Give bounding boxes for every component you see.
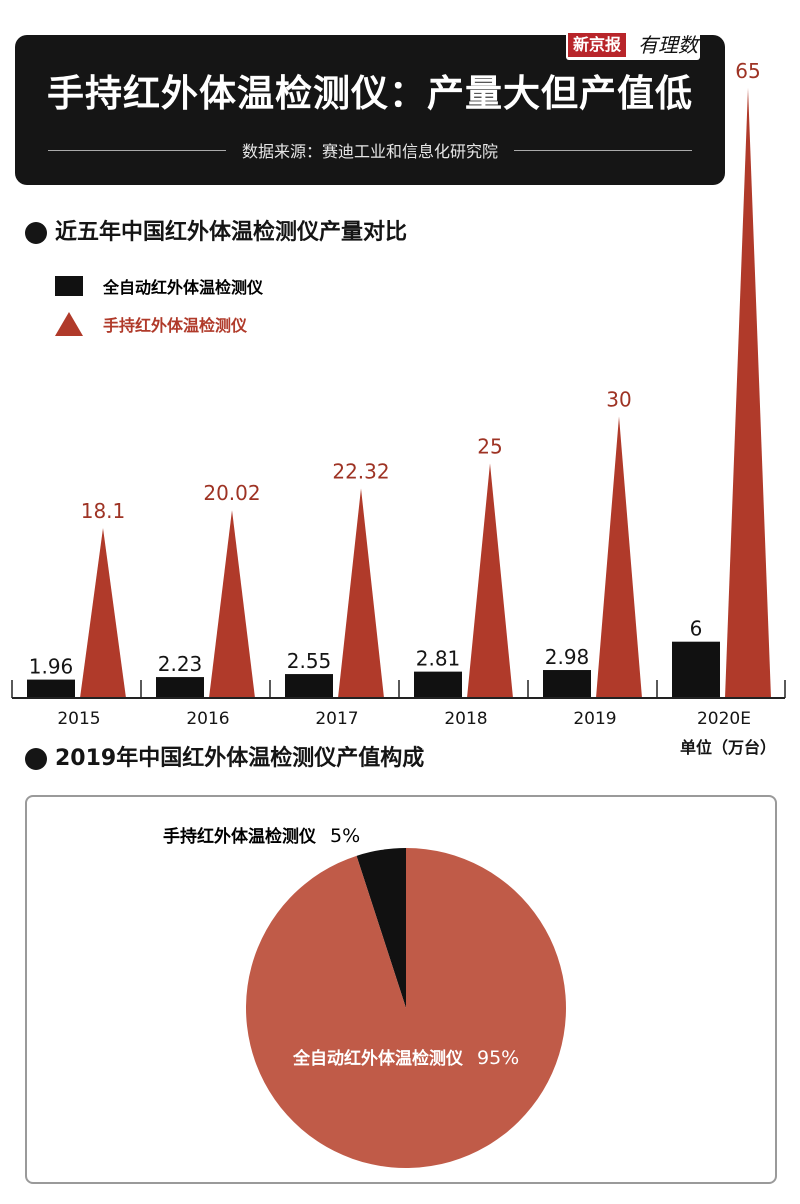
logo-brand-text: 新京报 bbox=[568, 33, 627, 57]
pie-label-automatic-name: 全自动红外体温检测仪 bbox=[293, 1049, 463, 1069]
value-label-handheld: 65 bbox=[735, 59, 760, 83]
value-label-automatic: 2.81 bbox=[416, 647, 461, 671]
legend-label-automatic: 全自动红外体温检测仪 bbox=[103, 278, 264, 297]
triangle-handheld-2020E bbox=[725, 88, 771, 698]
value-label-handheld: 20.02 bbox=[203, 481, 260, 505]
section-title-text: 2019年中国红外体温检测仪产值构成 bbox=[55, 746, 425, 771]
value-label-automatic: 2.55 bbox=[287, 649, 332, 673]
x-tick-label: 2017 bbox=[315, 709, 358, 729]
x-tick-label: 2019 bbox=[573, 709, 616, 729]
pie-label-handheld: 手持红外体温检测仪 5% bbox=[163, 822, 360, 847]
x-tick-label: 2020E bbox=[697, 709, 751, 729]
bar-automatic-2020E bbox=[672, 641, 720, 698]
title-banner bbox=[15, 35, 725, 185]
value-label-handheld: 18.1 bbox=[81, 499, 126, 523]
x-tick-label: 2018 bbox=[444, 709, 487, 729]
legend-item-automatic: 全自动红外体温检测仪 bbox=[55, 274, 263, 298]
bar-automatic-2016 bbox=[156, 677, 204, 698]
pie-frame bbox=[25, 795, 777, 1184]
bar-automatic-2015 bbox=[27, 679, 75, 698]
triangle-handheld-2015 bbox=[80, 528, 126, 698]
section-title-value: 2019年中国红外体温检测仪产值构成 bbox=[25, 744, 424, 774]
pie-label-handheld-pct: 5% bbox=[330, 825, 361, 847]
divider-left bbox=[48, 149, 226, 151]
logo-column-text: 有理数 bbox=[638, 33, 698, 57]
page-title: 手持红外体温检测仪：产量大但产值低 bbox=[47, 72, 693, 115]
section-title-text: 近五年中国红外体温检测仪产量对比 bbox=[55, 220, 408, 245]
triangle-handheld-2017 bbox=[338, 488, 384, 698]
data-source: 数据来源：赛迪工业和信息化研究院 bbox=[242, 142, 499, 161]
value-label-handheld: 25 bbox=[477, 434, 502, 458]
value-label-handheld: 22.32 bbox=[332, 460, 389, 484]
bullet-dot-icon bbox=[25, 222, 47, 244]
triangle-handheld-2016 bbox=[209, 510, 255, 698]
pie-label-automatic: 全自动红外体温检测仪 95% bbox=[293, 1044, 519, 1069]
value-label-automatic: 1.96 bbox=[29, 655, 74, 679]
section-title-production: 近五年中国红外体温检测仪产量对比 bbox=[25, 218, 407, 248]
x-tick-label: 2016 bbox=[186, 709, 229, 729]
value-label-automatic: 6 bbox=[690, 617, 703, 641]
legend-square-icon bbox=[55, 276, 83, 296]
source-row: 数据来源：赛迪工业和信息化研究院 bbox=[48, 136, 693, 164]
legend-triangle-icon bbox=[55, 312, 83, 336]
bar-automatic-2019 bbox=[543, 670, 591, 698]
legend-item-handheld: 手持红外体温检测仪 bbox=[55, 312, 247, 336]
value-label-automatic: 2.98 bbox=[545, 645, 590, 669]
triangle-handheld-2018 bbox=[467, 463, 513, 698]
triangle-handheld-2019 bbox=[596, 416, 642, 698]
value-label-automatic: 2.23 bbox=[158, 652, 203, 676]
bar-automatic-2018 bbox=[414, 671, 462, 698]
x-tick-label: 2015 bbox=[57, 709, 100, 729]
pie-label-handheld-name: 手持红外体温检测仪 bbox=[163, 827, 316, 847]
bar-automatic-2017 bbox=[285, 674, 333, 698]
divider-right bbox=[514, 149, 693, 151]
pie-label-automatic-pct: 95% bbox=[477, 1047, 520, 1069]
bullet-dot-icon bbox=[25, 748, 47, 770]
unit-label: 单位（万台） bbox=[680, 738, 777, 757]
production-chart: 1.96 18.1 2015 2.23 20.02 2016 2.55 22.32 2017 2.… bbox=[11, 59, 786, 729]
value-label-handheld: 30 bbox=[606, 387, 631, 411]
brand-logo: 新京报 有理数 bbox=[566, 30, 700, 60]
legend-label-handheld: 手持红外体温检测仪 bbox=[103, 316, 248, 335]
